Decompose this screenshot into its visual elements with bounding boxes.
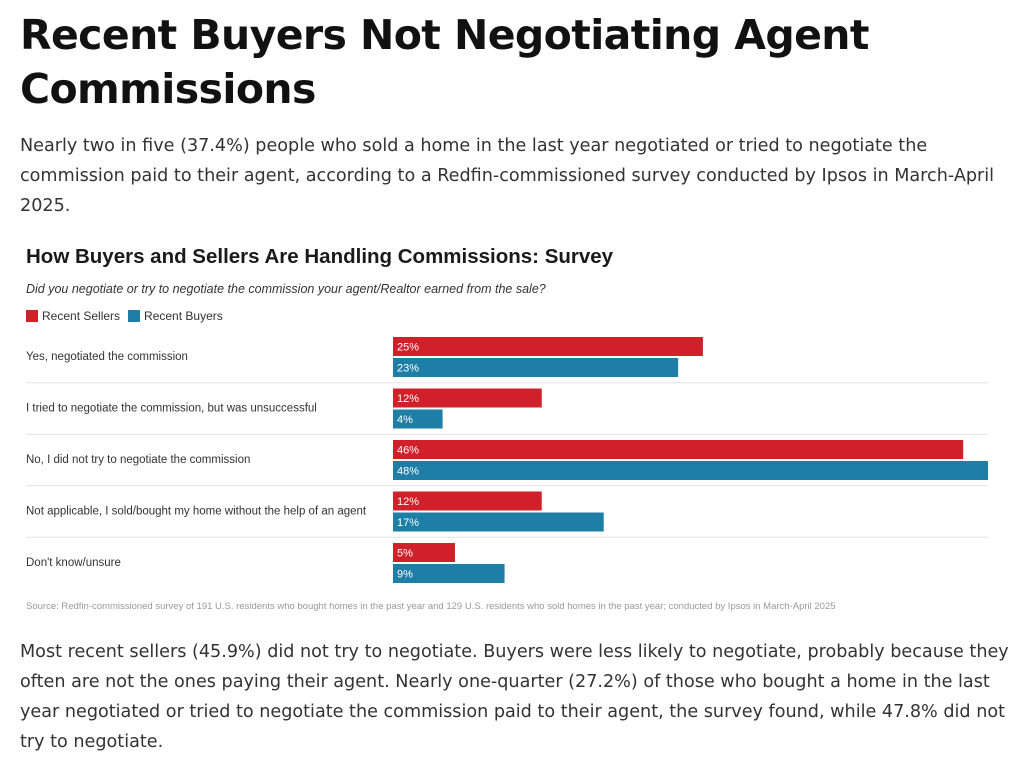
chart-subtitle: Did you negotiate or try to negotiate th… [26,282,546,296]
bar-recent-sellers-not-applicable-i-sold-bought-my-home-without-the-help-of-an-agent [393,491,542,511]
data-label-recent-buyers-i-tried-to-negotiate-the-commission-but-was-unsuccessful: 4% [397,414,413,426]
data-label-recent-sellers-no-i-did-not-try-to-negotiate-the-commission: 46% [397,445,419,457]
legend-label-recent-sellers: Recent Sellers [42,309,121,323]
data-label-recent-buyers-yes-negotiated-the-commission: 23% [397,363,419,375]
chart-legend: Recent Sellers Recent Buyers [26,309,231,323]
bar-recent-buyers-no-i-did-not-try-to-negotiate-the-commission [393,461,988,480]
bar-recent-sellers-i-tried-to-negotiate-the-commission-but-was-unsuccessful [393,388,542,408]
bar-chart-svg: Yes, negotiated the commission 25% 23% I tr… [26,337,988,583]
data-label-recent-sellers-not-applicable-i-sold-bought-my-home-without-the-help-of-an-agent: 12% [397,496,419,508]
legend-item-recent-sellers: Recent Sellers [26,309,120,323]
data-label-recent-sellers-yes-negotiated-the-commission: 25% [397,342,419,354]
category-label: I tried to negotiate the commission, but… [26,403,317,415]
bar-recent-buyers-yes-negotiated-the-commission [393,358,679,377]
data-label-recent-buyers-no-i-did-not-try-to-negotiate-the-commission: 48% [397,466,419,478]
bar-recent-buyers-not-applicable-i-sold-bought-my-home-without-the-help-of-an-agent [393,512,604,532]
chart-title: How Buyers and Sellers Are Handling Comm… [26,245,614,268]
bar-recent-sellers-no-i-did-not-try-to-negotiate-the-commission [393,440,964,459]
legend-swatch-recent-buyers [128,310,141,322]
data-label-recent-buyers-not-applicable-i-sold-bought-my-home-without-the-help-of-an-agent: 17% [397,517,419,529]
category-label: No, I did not try to negotiate the commi… [26,454,250,466]
data-label-recent-sellers-don-t-know-unsure: 5% [397,548,413,560]
category-label: Yes, negotiated the commission [26,351,188,363]
chart-source-note: Source: Redfin-commissioned survey of 19… [26,601,836,612]
followup-paragraph: Most recent sellers (45.9%) did not try … [20,642,1009,752]
legend-label-recent-buyers: Recent Buyers [144,309,223,323]
article-headline: Recent Buyers Not Negotiating Agent Comm… [20,11,869,113]
legend-swatch-recent-sellers [26,310,38,322]
data-label-recent-sellers-i-tried-to-negotiate-the-commission-but-was-unsuccessful: 12% [397,393,419,405]
chart-container: How Buyers and Sellers Are Handling Comm… [20,237,1000,622]
category-label: Not applicable, I sold/bought my home wi… [26,506,367,518]
data-label-recent-buyers-don-t-know-unsure: 9% [397,569,413,581]
bar-recent-sellers-don-t-know-unsure [393,543,455,562]
legend-item-recent-buyers: Recent Buyers [128,309,223,323]
category-label: Don't know/unsure [26,557,121,569]
bar-recent-buyers-i-tried-to-negotiate-the-commission-but-was-unsuccessful [393,409,443,429]
bar-recent-buyers-don-t-know-unsure [393,564,505,583]
intro-paragraph: Nearly two in five (37.4%) people who so… [20,136,995,216]
bar-recent-sellers-yes-negotiated-the-commission [393,337,703,356]
